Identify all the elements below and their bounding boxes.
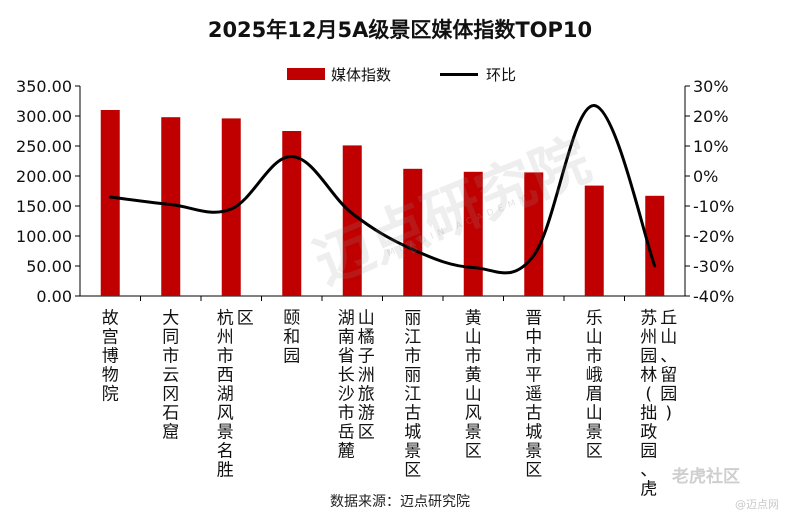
x-tick-label-7: 黄山市黄山风景区 bbox=[465, 308, 482, 461]
x-tick-label-4: 颐和园 bbox=[283, 308, 300, 366]
bar-4 bbox=[282, 131, 302, 296]
data-source: 数据来源：迈点研究院 bbox=[330, 494, 470, 510]
left-tick-label: 0.00 bbox=[36, 287, 72, 306]
bar-6 bbox=[403, 168, 423, 296]
watermark-brand: 老虎社区 bbox=[672, 467, 740, 487]
left-tick-label: 150.00 bbox=[16, 197, 72, 216]
legend-line-swatch bbox=[440, 73, 478, 76]
x-tick-label-2: 大同市云冈石窟 bbox=[162, 308, 179, 442]
bar-2 bbox=[161, 117, 181, 296]
x-tick-label-10-part2: 丘山、留园) bbox=[660, 308, 677, 423]
left-tick-label: 200.00 bbox=[16, 167, 72, 186]
left-tick-label: 250.00 bbox=[16, 137, 72, 156]
right-tick-label: 0% bbox=[693, 167, 718, 186]
watermark-site: @迈点网 bbox=[735, 498, 779, 511]
x-tick-label-9: 乐山市峨眉山景区 bbox=[586, 308, 603, 461]
legend-line-label: 环比 bbox=[486, 66, 517, 84]
legend-bar-label: 媒体指数 bbox=[331, 66, 392, 84]
x-tick-label-3-part2: 区 bbox=[237, 308, 254, 328]
x-tick-label-1: 故宫博物院 bbox=[102, 308, 119, 404]
x-tick-label-10-part1: 苏州园林(拙政园、虎 bbox=[640, 308, 657, 499]
right-tick-label: 30% bbox=[693, 77, 729, 96]
bar-3 bbox=[221, 118, 241, 297]
legend-bar-swatch bbox=[287, 68, 325, 80]
right-tick-label: -40% bbox=[693, 287, 734, 306]
x-tick-label-3-part1: 杭州市西湖风景名胜 bbox=[217, 308, 234, 480]
right-tick-label: -20% bbox=[693, 227, 734, 246]
right-tick-label: 10% bbox=[693, 137, 729, 156]
right-tick-label: 20% bbox=[693, 107, 729, 126]
right-tick-label: -30% bbox=[693, 257, 734, 276]
bar-9 bbox=[584, 185, 604, 296]
bar-7 bbox=[463, 171, 483, 296]
chart-title: 2025年12月5A级景区媒体指数TOP10 bbox=[207, 18, 593, 42]
bar-1 bbox=[100, 110, 120, 296]
chart-legend: 媒体指数 环比 bbox=[0, 64, 800, 86]
left-tick-label: 300.00 bbox=[16, 107, 72, 126]
x-tick-label-8: 晋中市平遥古城景区 bbox=[525, 308, 542, 480]
left-tick-label: 100.00 bbox=[16, 227, 72, 246]
x-tick-label-5-part1: 湖南省长沙市岳麓 bbox=[338, 308, 355, 461]
bar-8 bbox=[524, 172, 544, 296]
x-tick-label-6: 丽江市丽江古城景区 bbox=[404, 308, 421, 480]
left-tick-label: 50.00 bbox=[26, 257, 72, 276]
left-tick-label: 350.00 bbox=[16, 77, 72, 96]
bar-5 bbox=[342, 145, 362, 296]
bar-10 bbox=[645, 195, 665, 296]
x-tick-label-5-part2: 山橘子洲旅游区 bbox=[358, 308, 375, 442]
right-tick-label: -10% bbox=[693, 197, 734, 216]
